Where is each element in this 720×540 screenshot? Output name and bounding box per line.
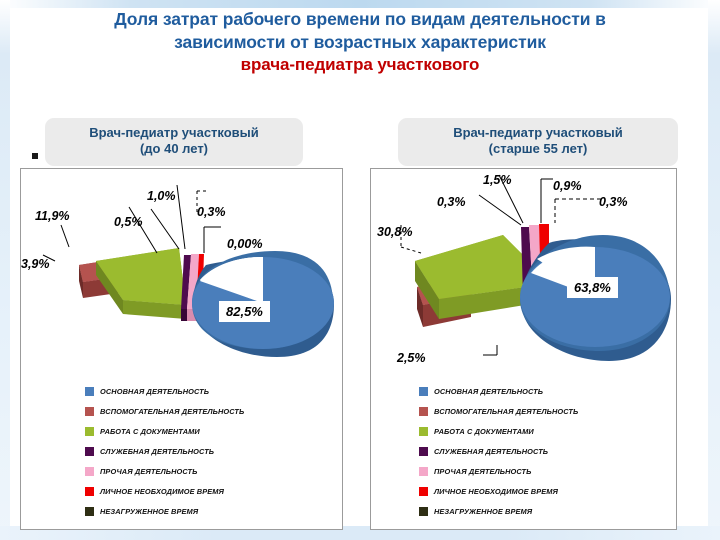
- decorative-left-border: [0, 0, 10, 540]
- legend-swatch-icon: [419, 486, 428, 496]
- left-chart-caption: Врач-педиатр участковый (до 40 лет): [45, 118, 303, 166]
- legend-swatch-icon: [419, 426, 428, 436]
- right-label-main: 63,8%: [567, 277, 618, 298]
- left-label-docs: 11,9%: [35, 209, 70, 223]
- left-label-personal: 0,3%: [197, 205, 226, 219]
- left-pie-chart: 11,9% 3,9% 0,5% 1,0% 0,3% 0,00% 82,5% ОС…: [20, 168, 343, 530]
- left-label-main: 82,5%: [219, 301, 270, 322]
- legend-item: ПРОЧАЯ ДЕЯТЕЛЬНОСТЬ: [371, 461, 676, 481]
- legend-item: ОСНОВНАЯ ДЕЯТЕЛЬНОСТЬ: [21, 381, 342, 401]
- legend-item: ЛИЧНОЕ НЕОБХОДИМОЕ ВРЕМЯ: [371, 481, 676, 501]
- slide-title-line-3: врача-педиатра участкового: [240, 55, 480, 75]
- legend-item: ЛИЧНОЕ НЕОБХОДИМОЕ ВРЕМЯ: [21, 481, 342, 501]
- left-caption-line-2: (до 40 лет): [139, 141, 209, 157]
- right-label-personal: 0,9%: [553, 179, 582, 193]
- left-leader-lines: [42, 184, 221, 262]
- legend-swatch-icon: [419, 386, 428, 396]
- slice-docs: [415, 235, 525, 319]
- right-label-service: 0,3%: [437, 195, 466, 209]
- right-legend: ОСНОВНАЯ ДЕЯТЕЛЬНОСТЬ ВСПОМОГАТЕЛЬНАЯ ДЕЯ…: [371, 381, 676, 521]
- right-caption-line-1: Врач-педиатр участковый: [453, 125, 623, 140]
- legend-item: РАБОТА С ДОКУМЕНТАМИ: [21, 421, 342, 441]
- legend-swatch-icon: [419, 506, 428, 516]
- legend-item-label: РАБОТА С ДОКУМЕНТАМИ: [434, 426, 534, 436]
- legend-item-label: СЛУЖЕБНАЯ ДЕЯТЕЛЬНОСТЬ: [100, 446, 215, 456]
- left-label-idle: 0,00%: [227, 237, 263, 251]
- right-leader-lines: [400, 174, 601, 356]
- slide-title-line-1: Доля затрат рабочего времени по видам де…: [114, 9, 606, 29]
- bullet-marker: [32, 153, 38, 159]
- legend-swatch-icon: [85, 486, 94, 496]
- legend-swatch-icon: [85, 466, 94, 476]
- legend-item-label: ПРОЧАЯ ДЕЯТЕЛЬНОСТЬ: [100, 466, 198, 476]
- legend-swatch-icon: [419, 406, 428, 416]
- legend-swatch-icon: [85, 446, 94, 456]
- slice-service: [181, 255, 191, 321]
- left-label-other: 1,0%: [147, 189, 176, 203]
- slice-main: [520, 235, 671, 361]
- legend-swatch-icon: [85, 386, 94, 396]
- right-label-idle: 0,3%: [599, 195, 628, 209]
- right-label-aux: 2,5%: [397, 351, 426, 365]
- legend-item-label: ПРОЧАЯ ДЕЯТЕЛЬНОСТЬ: [434, 466, 532, 476]
- legend-item: ВСПОМОГАТЕЛЬНАЯ ДЕЯТЕЛЬНОСТЬ: [21, 401, 342, 421]
- legend-item: НЕЗАГРУЖЕННОЕ ВРЕМЯ: [371, 501, 676, 521]
- legend-swatch-icon: [85, 426, 94, 436]
- legend-swatch-icon: [85, 406, 94, 416]
- legend-item-label: ЛИЧНОЕ НЕОБХОДИМОЕ ВРЕМЯ: [434, 486, 559, 496]
- legend-item: НЕЗАГРУЖЕННОЕ ВРЕМЯ: [21, 501, 342, 521]
- legend-swatch-icon: [85, 506, 94, 516]
- legend-item: РАБОТА С ДОКУМЕНТАМИ: [371, 421, 676, 441]
- right-pie-chart: 30,8% 0,3% 1,5% 0,9% 0,3% 63,8% 2,5% ОСН…: [370, 168, 677, 530]
- legend-item-label: РАБОТА С ДОКУМЕНТАМИ: [100, 426, 200, 436]
- legend-swatch-icon: [419, 446, 428, 456]
- right-pie-graphic: [371, 169, 676, 387]
- legend-item: СЛУЖЕБНАЯ ДЕЯТЕЛЬНОСТЬ: [21, 441, 342, 461]
- legend-item-label: ВСПОМОГАТЕЛЬНАЯ ДЕЯТЕЛЬНОСТЬ: [100, 406, 245, 416]
- left-label-aux: 3,9%: [21, 257, 50, 271]
- legend-item: ПРОЧАЯ ДЕЯТЕЛЬНОСТЬ: [21, 461, 342, 481]
- right-caption-line-2: (старше 55 лет): [488, 141, 588, 157]
- legend-item-label: НЕЗАГРУЖЕННОЕ ВРЕМЯ: [434, 506, 533, 516]
- right-pie-svg: [400, 174, 671, 361]
- legend-item: ВСПОМОГАТЕЛЬНАЯ ДЕЯТЕЛЬНОСТЬ: [371, 401, 676, 421]
- left-caption-line-1: Врач-педиатр участковый: [89, 125, 259, 140]
- left-legend: ОСНОВНАЯ ДЕЯТЕЛЬНОСТЬ ВСПОМОГАТЕЛЬНАЯ ДЕЯ…: [21, 381, 342, 521]
- legend-item: ОСНОВНАЯ ДЕЯТЕЛЬНОСТЬ: [371, 381, 676, 401]
- left-pie-graphic: [21, 169, 342, 387]
- right-label-docs: 30,8%: [377, 225, 413, 239]
- legend-item-label: ЛИЧНОЕ НЕОБХОДИМОЕ ВРЕМЯ: [100, 486, 225, 496]
- slide-title: Доля затрат рабочего времени по видам де…: [14, 8, 706, 77]
- slide-title-line-2: зависимости от возрастных характеристик: [174, 32, 546, 53]
- legend-item-label: СЛУЖЕБНАЯ ДЕЯТЕЛЬНОСТЬ: [434, 446, 549, 456]
- left-label-service: 0,5%: [114, 215, 143, 229]
- legend-item: СЛУЖЕБНАЯ ДЕЯТЕЛЬНОСТЬ: [371, 441, 676, 461]
- left-pie-svg: [42, 184, 334, 357]
- legend-item-label: ВСПОМОГАТЕЛЬНАЯ ДЕЯТЕЛЬНОСТЬ: [434, 406, 579, 416]
- right-chart-caption: Врач-педиатр участковый (старше 55 лет): [398, 118, 678, 166]
- slice-docs: [96, 248, 186, 319]
- legend-item-label: ОСНОВНАЯ ДЕЯТЕЛЬНОСТЬ: [434, 386, 544, 396]
- legend-item-label: НЕЗАГРУЖЕННОЕ ВРЕМЯ: [100, 506, 199, 516]
- decorative-right-border: [708, 0, 720, 540]
- legend-item-label: ОСНОВНАЯ ДЕЯТЕЛЬНОСТЬ: [100, 386, 210, 396]
- decorative-top-border: [0, 0, 720, 8]
- legend-swatch-icon: [419, 466, 428, 476]
- right-label-other: 1,5%: [483, 173, 512, 187]
